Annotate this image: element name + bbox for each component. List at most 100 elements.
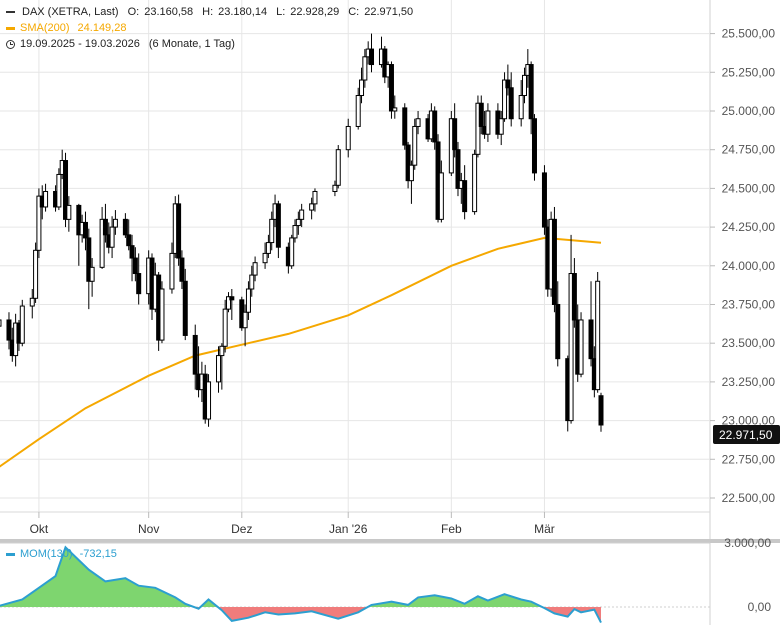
candle-body	[122, 218, 128, 236]
candle	[289, 234, 295, 269]
candle-body	[388, 64, 394, 112]
candle	[136, 253, 142, 305]
candle	[505, 64, 511, 96]
x-tick-label: Feb	[441, 522, 462, 536]
candle	[252, 256, 258, 282]
candle	[0, 319, 2, 327]
candle-body	[408, 164, 414, 182]
candle	[462, 165, 468, 220]
candle	[518, 80, 524, 127]
candle	[432, 106, 438, 150]
candle-body	[568, 273, 574, 422]
candle	[129, 234, 135, 282]
candle	[405, 141, 411, 189]
candle	[179, 250, 185, 290]
low-value: 22.928,29	[290, 6, 340, 18]
candle	[455, 141, 461, 197]
candle	[206, 374, 212, 427]
candle-body	[275, 203, 281, 248]
momentum-y-tick-label: 0,00	[748, 600, 772, 614]
candle	[475, 95, 481, 158]
candle-body	[82, 221, 88, 239]
momentum-positive-area	[0, 547, 601, 607]
candle-body	[129, 245, 135, 259]
candle-body	[29, 297, 35, 307]
candle	[262, 242, 268, 269]
candle	[312, 188, 318, 212]
candle-body	[438, 172, 444, 220]
candle	[472, 149, 478, 215]
momentum-legend[interactable]: MOM(130) -732,15	[6, 548, 117, 560]
last-price-tag-text: 22.971,50	[719, 428, 773, 442]
candle-body	[295, 218, 301, 227]
y-tick-label: 25.500,00	[722, 27, 776, 41]
candle-body	[402, 107, 408, 146]
candle-body	[76, 204, 82, 236]
candle-body	[412, 125, 418, 166]
candle	[415, 110, 421, 135]
candle	[122, 213, 128, 238]
candle	[531, 114, 537, 181]
y-tick-label: 24.250,00	[722, 220, 776, 234]
price-grid	[0, 0, 711, 625]
candle-body	[179, 257, 185, 282]
candle-body	[462, 180, 468, 213]
candle-body	[102, 218, 108, 236]
minus-icon[interactable]	[6, 11, 15, 13]
candle	[362, 49, 368, 88]
momentum-line	[0, 545, 602, 624]
y-tick-label: 25.000,00	[722, 104, 776, 118]
candle	[502, 72, 508, 122]
open-label: O:	[127, 6, 140, 18]
candle	[192, 324, 198, 390]
candle-body	[508, 87, 514, 120]
candle	[571, 258, 577, 328]
candle-body	[182, 280, 188, 336]
momentum-negative-area	[0, 607, 601, 623]
candle-body	[242, 311, 248, 329]
candle-body	[36, 195, 42, 251]
candle-body	[112, 218, 118, 228]
candle-body	[56, 173, 62, 208]
candle-body	[252, 262, 258, 276]
candle	[6, 312, 12, 350]
candle-body	[159, 288, 165, 341]
candle	[169, 242, 175, 294]
last-price-tag-box	[713, 425, 780, 444]
candle-body	[222, 308, 228, 347]
candle	[265, 234, 271, 259]
candle	[508, 72, 514, 127]
candle-body	[555, 303, 561, 360]
high-value: 23.180,14	[218, 6, 268, 18]
candle	[478, 95, 484, 135]
candle	[408, 160, 414, 204]
candle	[369, 33, 375, 73]
candle-body	[136, 273, 142, 295]
momentum-value: -732,15	[79, 548, 117, 560]
y-tick-label: 25.250,00	[722, 65, 776, 79]
high-label: H:	[202, 6, 214, 18]
candlestick-series[interactable]	[0, 33, 604, 432]
sma-legend[interactable]: SMA(200) 24.149,28	[6, 22, 126, 34]
candle-body	[505, 79, 511, 89]
candle	[99, 206, 105, 269]
period: (6 Monate, 1 Tag)	[148, 38, 235, 50]
candle	[275, 200, 281, 259]
candle	[269, 211, 275, 251]
candle	[555, 281, 561, 367]
candle	[82, 211, 88, 251]
candle	[216, 346, 222, 393]
candle-body	[33, 249, 39, 299]
y-tick-label: 23.250,00	[722, 375, 776, 389]
candle-body	[249, 274, 255, 290]
candle-body	[551, 218, 557, 305]
momentum-y-tick-label: 3.000,00	[724, 536, 771, 550]
candle	[438, 160, 444, 223]
momentum-y-axis: 3.000,00 0,00	[724, 536, 771, 614]
candle-body	[455, 149, 461, 189]
candle-body	[528, 64, 534, 120]
candle	[541, 165, 547, 235]
candle	[578, 312, 584, 378]
candle-body	[309, 203, 315, 211]
candle	[309, 197, 315, 220]
